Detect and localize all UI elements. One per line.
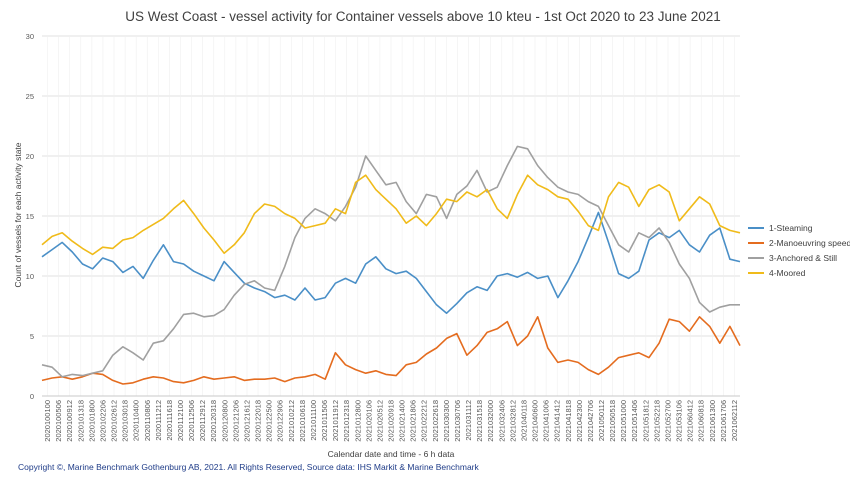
x-tick-label: 2021022212 [420, 400, 429, 442]
x-tick-label: 2021020512 [375, 400, 384, 442]
x-tick-label: 2021011506 [320, 400, 329, 441]
x-tick-label: 2020101318 [76, 400, 85, 442]
x-tick-label: 2021010618 [298, 400, 307, 442]
x-tick-label: 2021062112 [730, 400, 739, 441]
chart-title: US West Coast - vessel activity for Cont… [125, 9, 721, 24]
x-tick-label: 2020111618 [165, 400, 174, 441]
x-tick-label: 2020102206 [98, 400, 107, 442]
x-tick-label: 2021032406 [497, 400, 506, 442]
x-tick-label: 2021010212 [287, 400, 296, 442]
legend-label: 3-Anchored & Still [769, 253, 837, 263]
series-line-4 [41, 174, 741, 256]
x-tick-label: 2021040600 [531, 400, 540, 442]
x-tick-label: 2020100912 [65, 400, 74, 442]
x-tick-label: 2021050112 [597, 400, 606, 441]
legend-label: 1-Steaming [769, 223, 813, 233]
series-line-2 [41, 315, 741, 385]
x-tick-label: 2021011912 [331, 400, 340, 441]
x-tick-label: 2021021400 [398, 400, 407, 442]
x-tick-label: 2020121612 [242, 400, 251, 442]
x-tick-label: 2020122906 [276, 400, 285, 442]
x-tick-label: 2021050518 [608, 400, 617, 442]
legend-label: 2-Manoeuvring speed [769, 238, 850, 248]
y-axis-title: Count of vessels for each activity state [13, 142, 23, 287]
x-tick-label: 2021021806 [409, 400, 418, 442]
x-tick-label: 2020120800 [220, 400, 229, 442]
x-tick-label: 2020110806 [143, 400, 152, 441]
x-tick-label: 2021051406 [630, 400, 639, 442]
y-tick-label: 10 [26, 272, 34, 281]
x-tick-label: 2021052700 [663, 400, 672, 442]
x-tick-label: 2021040118 [519, 400, 528, 441]
y-tick-label: 5 [30, 332, 34, 341]
y-tick-label: 20 [26, 152, 34, 161]
legend: 1-Steaming 2-Manoeuvring speed 3-Anchored … [748, 223, 850, 278]
y-tick-label: 30 [26, 32, 34, 41]
x-tick-label: 2021030300 [442, 400, 451, 442]
x-tick-label: 2021020106 [364, 400, 373, 442]
x-tick-label: 2021022618 [431, 400, 440, 442]
x-tick-label: 2021032812 [508, 400, 517, 442]
copyright-footer: Copyright ©, Marine Benchmark Gothenburg… [18, 462, 479, 472]
x-tick-label: 2021042300 [575, 400, 584, 442]
x-tick-label: 2021061300 [708, 400, 717, 442]
x-tick-label: 2021020918 [387, 400, 396, 442]
x-tick-label: 2021052218 [652, 400, 661, 442]
x-tick-label: 2020100506 [54, 400, 63, 442]
x-tick-label: 2021053106 [675, 400, 684, 442]
x-tick-label: 2021041412 [553, 400, 562, 442]
x-axis-ticks: 2020100100 2020100506 2020100912 2020101318… [43, 400, 739, 442]
x-tick-label: 2021032000 [486, 400, 495, 442]
x-tick-label: 2020111212 [154, 400, 163, 441]
legend-label: 4-Moored [769, 268, 806, 278]
x-tick-label: 2020103018 [121, 400, 130, 442]
series-lines [41, 145, 741, 385]
y-tick-label: 25 [26, 92, 34, 101]
series-line-1 [41, 211, 741, 315]
x-tick-label: 2020122018 [254, 400, 263, 442]
x-tick-label: 2020112506 [187, 400, 196, 441]
x-tick-label: 2021030706 [453, 400, 462, 442]
x-tick-label: 2021042706 [586, 400, 595, 442]
x-tick-label: 2020122500 [265, 400, 274, 442]
y-axis-ticks: 0 5 10 15 20 25 30 [26, 32, 34, 401]
x-tick-label: 2021012800 [353, 400, 362, 442]
x-tick-label: 2021061706 [719, 400, 728, 442]
x-tick-label: 2020110400 [132, 400, 141, 441]
y-tick-label: 15 [26, 212, 34, 221]
x-tick-label: 2020112912 [198, 400, 207, 441]
x-tick-label: 2020101800 [87, 400, 96, 442]
x-tick-label: 2020121206 [231, 400, 240, 442]
x-tick-label: 2020100100 [43, 400, 52, 442]
x-tick-label: 2021051000 [619, 400, 628, 442]
x-tick-label: 2021051812 [641, 400, 650, 442]
x-tick-label: 2020112100 [176, 400, 185, 441]
x-tick-label: 2021060412 [686, 400, 695, 442]
y-tick-label: 0 [30, 392, 34, 401]
grid [42, 35, 740, 397]
x-tick-label: 2020120318 [209, 400, 218, 442]
x-tick-label: 2021060818 [697, 400, 706, 442]
x-tick-label: 2020102612 [110, 400, 119, 442]
x-tick-label: 2021031112 [464, 400, 473, 441]
x-tick-label: 2021041006 [542, 400, 551, 442]
x-tick-label: 2021031518 [475, 400, 484, 442]
x-tick-label: 2021041818 [564, 400, 573, 442]
x-axis-title: Calendar date and time - 6 h data [328, 449, 455, 459]
x-tick-label: 2021011100 [309, 400, 318, 441]
series-line-3 [41, 145, 740, 378]
x-tick-label: 2021012318 [342, 400, 351, 442]
